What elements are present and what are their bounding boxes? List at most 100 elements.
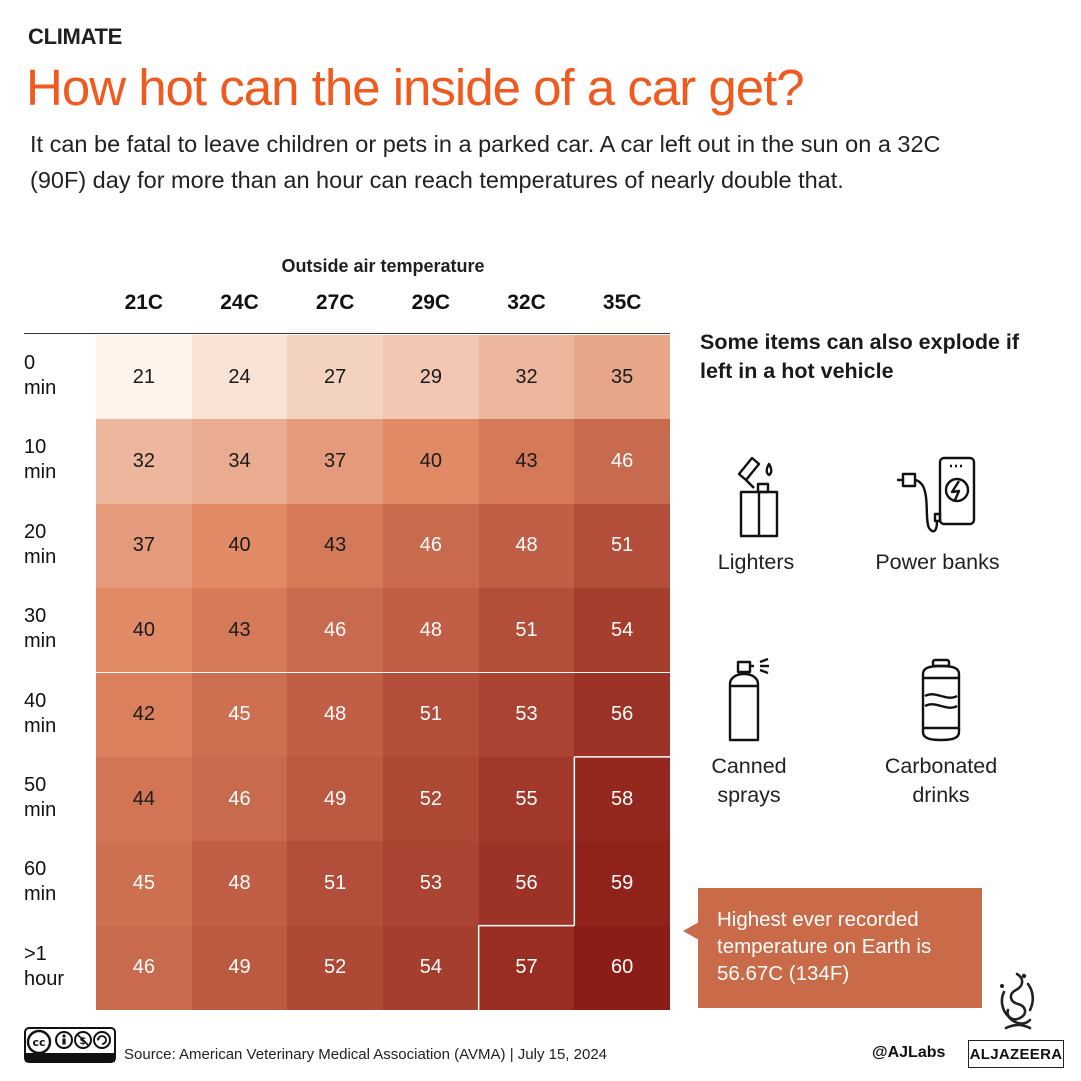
row-label-line: min	[24, 714, 57, 737]
row-label: 0 min	[24, 351, 94, 401]
heatmap-cell: 40	[191, 503, 288, 589]
column-header: 29C	[411, 291, 451, 314]
column-headers: 21C 24C 27C 29C 32C 35C	[96, 291, 670, 321]
heatmap-cell: 46	[287, 588, 383, 673]
heatmap-cell: 52	[287, 925, 383, 1010]
heatmap-cell: 53	[478, 672, 575, 757]
intro-text: It can be fatal to leave children or pet…	[30, 131, 941, 193]
row-label-line: 20	[24, 520, 47, 543]
row-label-line: 60	[24, 858, 47, 881]
heatmap-cell: 34	[191, 419, 288, 504]
heatmap-cell: 45	[96, 841, 192, 926]
heatmap-cell: 51	[574, 503, 670, 589]
row-label-line: min	[24, 377, 57, 399]
aljazeera-logo-icon	[1000, 972, 1035, 1030]
heatmap-cell: 53	[383, 841, 479, 926]
lighter-icon	[737, 456, 779, 538]
heatmap-cell: 58	[574, 756, 670, 842]
heatmap-cell: 45	[191, 672, 288, 757]
item-carbonated-drinks: Carbonated drinks	[862, 656, 1020, 810]
record-temperature-callout: Highest ever recorded temperature on Ear…	[698, 888, 982, 1008]
row-label-line: 40	[24, 689, 47, 712]
item-label-line-2: drinks	[912, 783, 970, 807]
heatmap-cell: 52	[383, 756, 479, 842]
heatmap-cell: 48	[191, 841, 288, 926]
row-label-line: 0	[24, 352, 36, 374]
row-label: 30 min	[24, 604, 94, 654]
heatmap-cell: 35	[574, 335, 670, 420]
item-power-banks: Power banks	[855, 450, 1020, 577]
item-label-line-2: sprays	[717, 783, 781, 807]
heatmap-cell: 57	[478, 925, 575, 1010]
row-label: 40 min	[24, 689, 94, 739]
heatmap-cell: 37	[287, 419, 383, 504]
heatmap-cell: 44	[96, 756, 192, 842]
column-header: 24C	[220, 291, 259, 314]
item-label-line-1: Canned	[711, 754, 787, 778]
row-label-line: min	[24, 545, 57, 568]
heatmap-cell: 48	[478, 503, 575, 589]
header-divider	[24, 333, 670, 334]
heatmap-cell: 48	[383, 588, 479, 673]
heatmap-cell: 27	[287, 335, 383, 420]
heatmap-cell: 43	[287, 503, 383, 589]
aljazeera-wordmark: ALJAZEERA	[968, 1040, 1064, 1068]
heatmap-cell: 56	[478, 841, 575, 926]
row-label-line: min	[24, 461, 57, 484]
heatmap-cell: 37	[96, 503, 192, 589]
heatmap-cell: 46	[574, 419, 670, 504]
column-header: 35C	[602, 291, 642, 314]
svg-text:cc: cc	[32, 1036, 45, 1049]
callout-pointer	[683, 922, 699, 940]
row-label-line: >1	[24, 942, 47, 965]
heatmap-cell: 51	[478, 588, 575, 673]
callout-text: Highest ever recorded temperature on Ear…	[717, 908, 932, 985]
heatmap-cell: 43	[191, 588, 288, 673]
heatmap-cell: 46	[96, 925, 192, 1010]
heatmap-cell: 46	[191, 756, 288, 842]
column-header: 21C	[124, 291, 164, 314]
item-lighters: Lighters	[700, 450, 812, 577]
cc-by-nc-sa-icon: cc $	[24, 1027, 116, 1063]
side-panel-heading: Some items can also explode if left in a…	[700, 330, 1020, 383]
heatmap-cell: 60	[574, 925, 670, 1010]
heatmap-cell: 56	[574, 672, 670, 757]
item-label: Lighters	[717, 550, 795, 574]
row-label: 20 min	[24, 520, 94, 570]
heatmap-cell: 48	[287, 672, 383, 757]
heatmap-cell: 49	[191, 925, 288, 1010]
source-credit: Source: American Veterinary Medical Asso…	[124, 1046, 608, 1063]
svg-text:$: $	[80, 1036, 87, 1047]
heatmap-cell: 32	[96, 419, 192, 504]
row-label-line: min	[24, 883, 57, 906]
row-label: 50 min	[24, 773, 94, 823]
section-kicker: CLIMATE	[28, 24, 123, 49]
row-label: 10 min	[24, 435, 94, 485]
social-handle[interactable]: @AJLabs	[872, 1044, 946, 1061]
row-label-line: 30	[24, 605, 47, 628]
item-canned-sprays: Canned sprays	[690, 656, 808, 810]
row-label: 60 min	[24, 857, 94, 907]
heatmap-cell: 51	[287, 841, 383, 926]
heatmap-cell: 55	[478, 756, 575, 842]
heatmap-cell: 59	[574, 841, 670, 926]
heatmap-cell: 49	[287, 756, 383, 842]
column-header: 27C	[315, 291, 355, 314]
heatmap-cell: 54	[574, 588, 670, 673]
heatmap-cell: 29	[383, 335, 479, 420]
item-label: Power banks	[875, 550, 1000, 574]
heatmap-cell: 21	[96, 335, 192, 420]
column-header: 32C	[507, 291, 546, 314]
heatmap-cell: 51	[383, 672, 479, 757]
heatmap-cell: 40	[96, 588, 192, 673]
heatmap-cell: 40	[383, 419, 479, 504]
heatmap-cell: 54	[383, 925, 479, 1010]
power-bank-icon	[896, 456, 975, 533]
heatmap-cell: 24	[191, 335, 288, 420]
spray-can-icon	[728, 657, 769, 742]
heatmap-cell: 43	[478, 419, 575, 504]
heatmap-cell: 32	[478, 335, 575, 420]
row-label-line: 10	[24, 436, 47, 459]
row-label-line: 50	[24, 773, 47, 796]
row-label: >1 hour	[24, 942, 94, 992]
